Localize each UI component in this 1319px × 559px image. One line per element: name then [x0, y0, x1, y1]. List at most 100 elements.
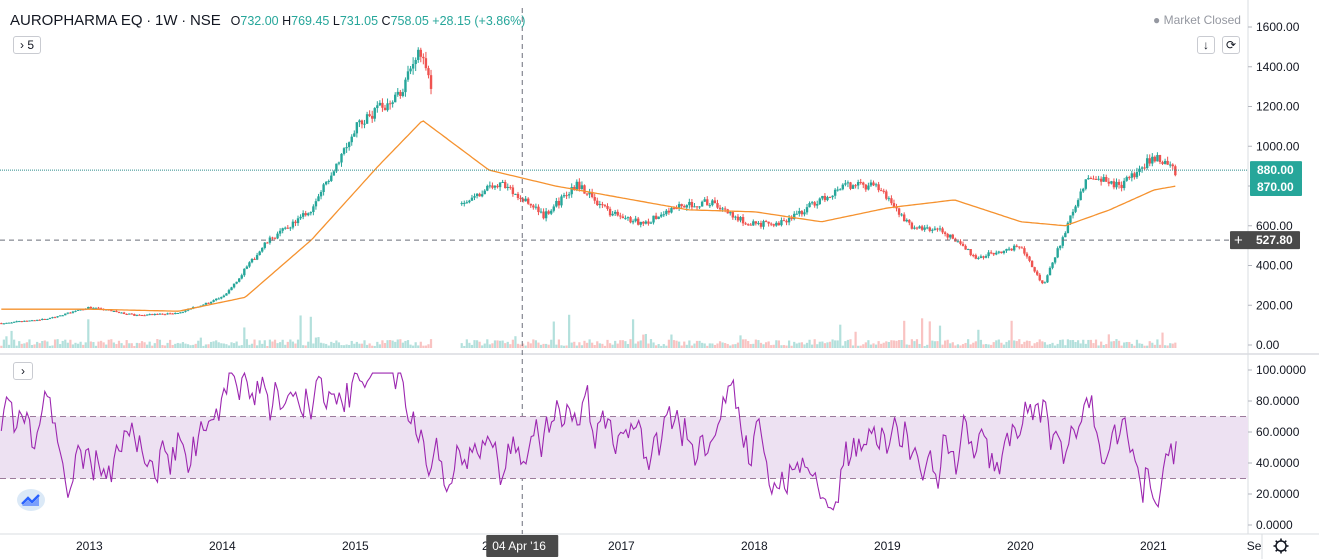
moving-average-line — [1, 120, 1176, 312]
volume-bar — [918, 343, 921, 348]
candle-body — [539, 211, 543, 213]
candle-body — [575, 181, 579, 191]
candle-body — [739, 217, 742, 221]
volume-bar — [368, 343, 371, 348]
chart-legend-header: AUROPHARMA EQ · 1W · NSE O732.00 H769.45… — [10, 12, 525, 29]
candle-body — [611, 213, 614, 216]
volume-bar — [936, 341, 939, 348]
volume-bar — [708, 343, 711, 348]
candle-body — [1156, 155, 1159, 162]
candle-body — [890, 198, 893, 204]
candle-body — [202, 304, 205, 306]
volume-bar — [381, 340, 384, 348]
volume-bar — [179, 343, 182, 348]
volume-bar — [335, 340, 338, 348]
volume-bar — [639, 340, 642, 348]
volume-bar — [703, 343, 706, 348]
candle-body — [897, 208, 901, 215]
rsi-pane-toggle-button[interactable]: › — [13, 362, 33, 380]
volume-bar — [583, 340, 586, 348]
candle-body — [225, 293, 228, 296]
candle-body — [839, 189, 842, 191]
candle-body — [624, 218, 627, 220]
candle-body — [261, 247, 264, 252]
candle-body — [220, 297, 223, 299]
candle-body — [1140, 167, 1144, 169]
volume-bar — [764, 342, 768, 348]
volume-bar — [1151, 342, 1154, 348]
volume-bar — [1112, 341, 1116, 348]
volume-bar — [675, 340, 678, 348]
volume-bar — [560, 345, 563, 348]
candle-body — [498, 182, 502, 188]
volume-bar — [486, 339, 489, 348]
volume-bar — [322, 343, 325, 348]
volume-bar — [1169, 343, 1172, 348]
volume-bar — [481, 345, 484, 348]
volume-bar — [539, 344, 543, 348]
candle-body — [422, 56, 425, 59]
volume-bar — [506, 341, 509, 348]
candle-body — [1059, 245, 1062, 249]
candle-body — [151, 314, 154, 316]
volume-bar — [38, 343, 41, 348]
candle-body — [744, 223, 747, 225]
candle-body — [268, 237, 272, 243]
volume-bar — [383, 343, 387, 348]
rsi-axis-tick-label: 20.0000 — [1256, 487, 1300, 501]
candle-body — [936, 228, 939, 230]
volume-bar — [215, 340, 218, 348]
legend-toggle-button[interactable]: › 5 — [13, 36, 42, 54]
candle-body — [752, 221, 755, 226]
tradingview-logo-icon[interactable] — [17, 489, 45, 511]
candle-body — [578, 181, 581, 189]
volume-bar — [253, 339, 256, 348]
download-button[interactable]: ↓ — [1197, 36, 1215, 54]
volume-bar — [562, 345, 566, 348]
crosshair-date-label: 04 Apr '16 — [492, 539, 546, 553]
volume-bar — [695, 340, 699, 348]
candle-body — [741, 217, 745, 224]
volume-bar — [225, 344, 228, 348]
volume-bar — [133, 345, 136, 348]
interval-label[interactable]: 1W — [154, 12, 178, 29]
candle-body — [1007, 248, 1011, 250]
volume-bar — [238, 345, 241, 348]
volume-group — [0, 314, 1177, 348]
volume-bar — [844, 341, 847, 348]
rsi-axis-tick-label: 60.0000 — [1256, 425, 1300, 439]
candle-body — [501, 181, 504, 183]
volume-bar — [291, 341, 295, 348]
candle-body — [562, 195, 566, 197]
volume-bar — [534, 340, 537, 348]
volume-bar — [406, 340, 410, 348]
candle-body — [644, 221, 648, 224]
candle-body — [243, 268, 246, 276]
volume-bar — [87, 319, 90, 348]
refresh-button[interactable]: ⟳ — [1222, 36, 1240, 54]
candle-body — [585, 193, 589, 195]
candle-body — [145, 314, 149, 316]
candle-body — [833, 189, 837, 196]
price-axis-tick-label: 200.00 — [1256, 298, 1293, 312]
candle-body — [1105, 177, 1108, 182]
candle-body — [680, 204, 683, 207]
candle-body — [841, 184, 845, 190]
candle-body — [493, 185, 497, 188]
symbol-name[interactable]: AUROPHARMA EQ — [10, 12, 143, 29]
candle-body — [1143, 167, 1146, 169]
volume-bar — [204, 344, 208, 348]
candle-body — [974, 255, 978, 259]
candle-body — [1094, 178, 1098, 180]
candle-body — [1038, 274, 1041, 281]
candle-body — [245, 266, 249, 269]
candle-body — [23, 320, 26, 322]
candle-body — [473, 196, 476, 198]
volume-bar — [299, 315, 302, 348]
volume-bar — [158, 339, 162, 348]
candle-body — [97, 307, 100, 309]
candle-body — [406, 71, 410, 80]
volume-bar — [227, 345, 231, 348]
